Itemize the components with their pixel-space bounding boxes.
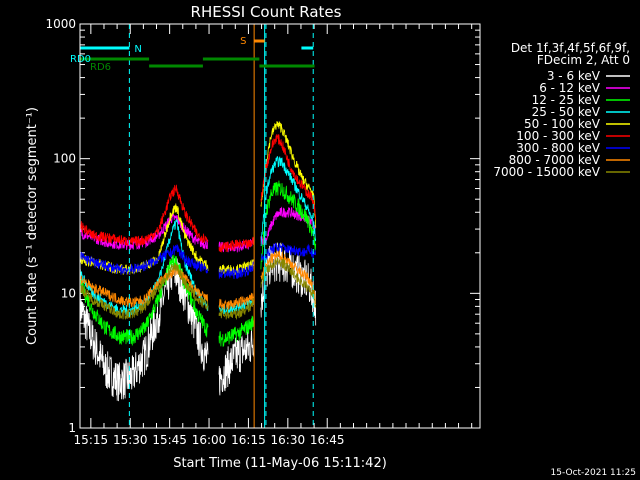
plot-frame <box>79 23 481 429</box>
x-tick-label: 16:15 <box>231 433 266 447</box>
x-tick-label: 16:45 <box>310 433 345 447</box>
y-axis-label: Count Rate (s⁻¹ detector segment⁻¹) <box>25 107 40 345</box>
chart-title: RHESSI Count Rates <box>191 3 342 21</box>
legend-label: 100 - 300 keV <box>516 129 600 143</box>
series-line-6 <box>79 242 317 279</box>
x-tick-label: 15:15 <box>74 433 109 447</box>
y-tick-label: 10 <box>61 286 76 300</box>
legend-header-line-1: Det 1f,3f,4f,5f,6f,9f, <box>511 41 630 55</box>
x-tick-label: 16:30 <box>271 433 306 447</box>
x-tick-label: 16:00 <box>192 433 227 447</box>
saa-bar-label: S <box>240 36 246 47</box>
x-axis-label: Start Time (11-May-06 15:11:42) <box>173 456 387 471</box>
legend-header-line-2: FDecim 2, Att 0 <box>537 53 630 67</box>
y-tick-label: 1000 <box>45 17 76 31</box>
series-line-5 <box>79 134 317 253</box>
legend-label: 800 - 7000 keV <box>509 153 601 167</box>
legend-label: 12 - 25 keV <box>532 93 601 107</box>
y-tick-label: 1 <box>68 421 76 435</box>
footer-date: 15-Oct-2021 11:25 <box>551 468 636 478</box>
series-line-8 <box>79 257 317 321</box>
legend-label: 7000 - 15000 keV <box>493 165 600 179</box>
x-tick-label: 15:30 <box>113 433 148 447</box>
attenuator-state-label: N <box>134 44 141 55</box>
series-line-2 <box>79 180 317 347</box>
legend-label: 3 - 6 keV <box>547 69 601 83</box>
y-tick-label: 100 <box>53 152 76 166</box>
legend-label: 300 - 800 keV <box>516 141 600 155</box>
legend-label: 6 - 12 keV <box>539 81 601 95</box>
legend-label: 25 - 50 keV <box>532 105 601 119</box>
legend-label: 50 - 100 keV <box>524 117 601 131</box>
decimation-bar-label: RD6 <box>90 62 111 73</box>
legend: Det 1f,3f,4f,5f,6f,9f, FDecim 2, Att 0 3… <box>493 41 630 179</box>
attenuator-bar-label: RD0 <box>70 54 91 65</box>
x-tick-label: 15:45 <box>152 433 187 447</box>
